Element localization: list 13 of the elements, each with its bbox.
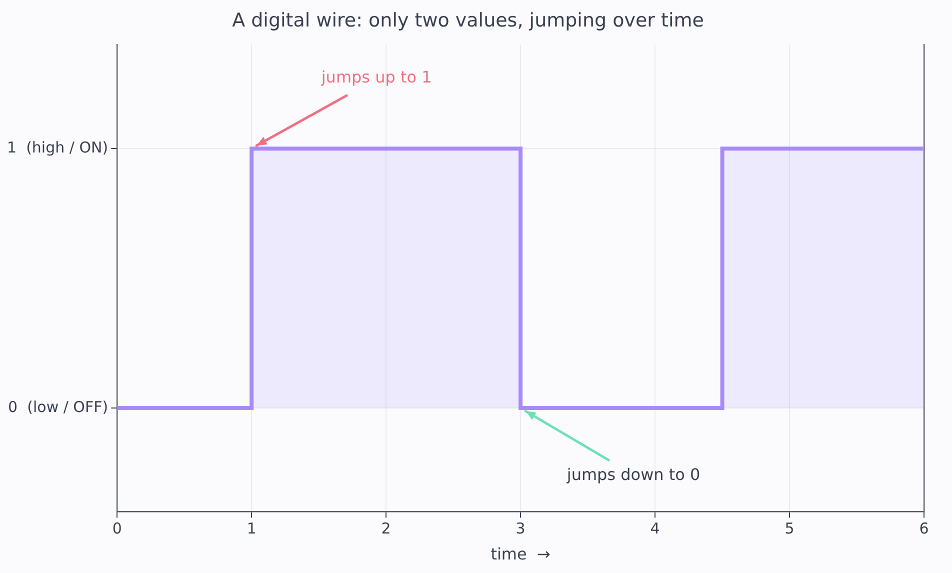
annotation: jumps down to 0 [566,465,700,484]
x-axis-title: time → [490,544,550,564]
x-tick-label: 2 [381,520,391,538]
x-tick-label: 0 [112,520,122,538]
x-tick-label: 4 [650,520,660,538]
y-tick-label: 1 (high / ON) [6,138,108,156]
annotation: jumps up to 1 [320,68,432,87]
x-tick-label: 3 [516,520,526,538]
x-tick-label: 1 [246,520,256,538]
chart-title: A digital wire: only two values, jumping over time [232,9,704,32]
y-tick-label: 0 (low / OFF) [8,398,108,416]
x-tick-label: 5 [784,520,794,538]
x-tick-label: 6 [919,520,929,538]
